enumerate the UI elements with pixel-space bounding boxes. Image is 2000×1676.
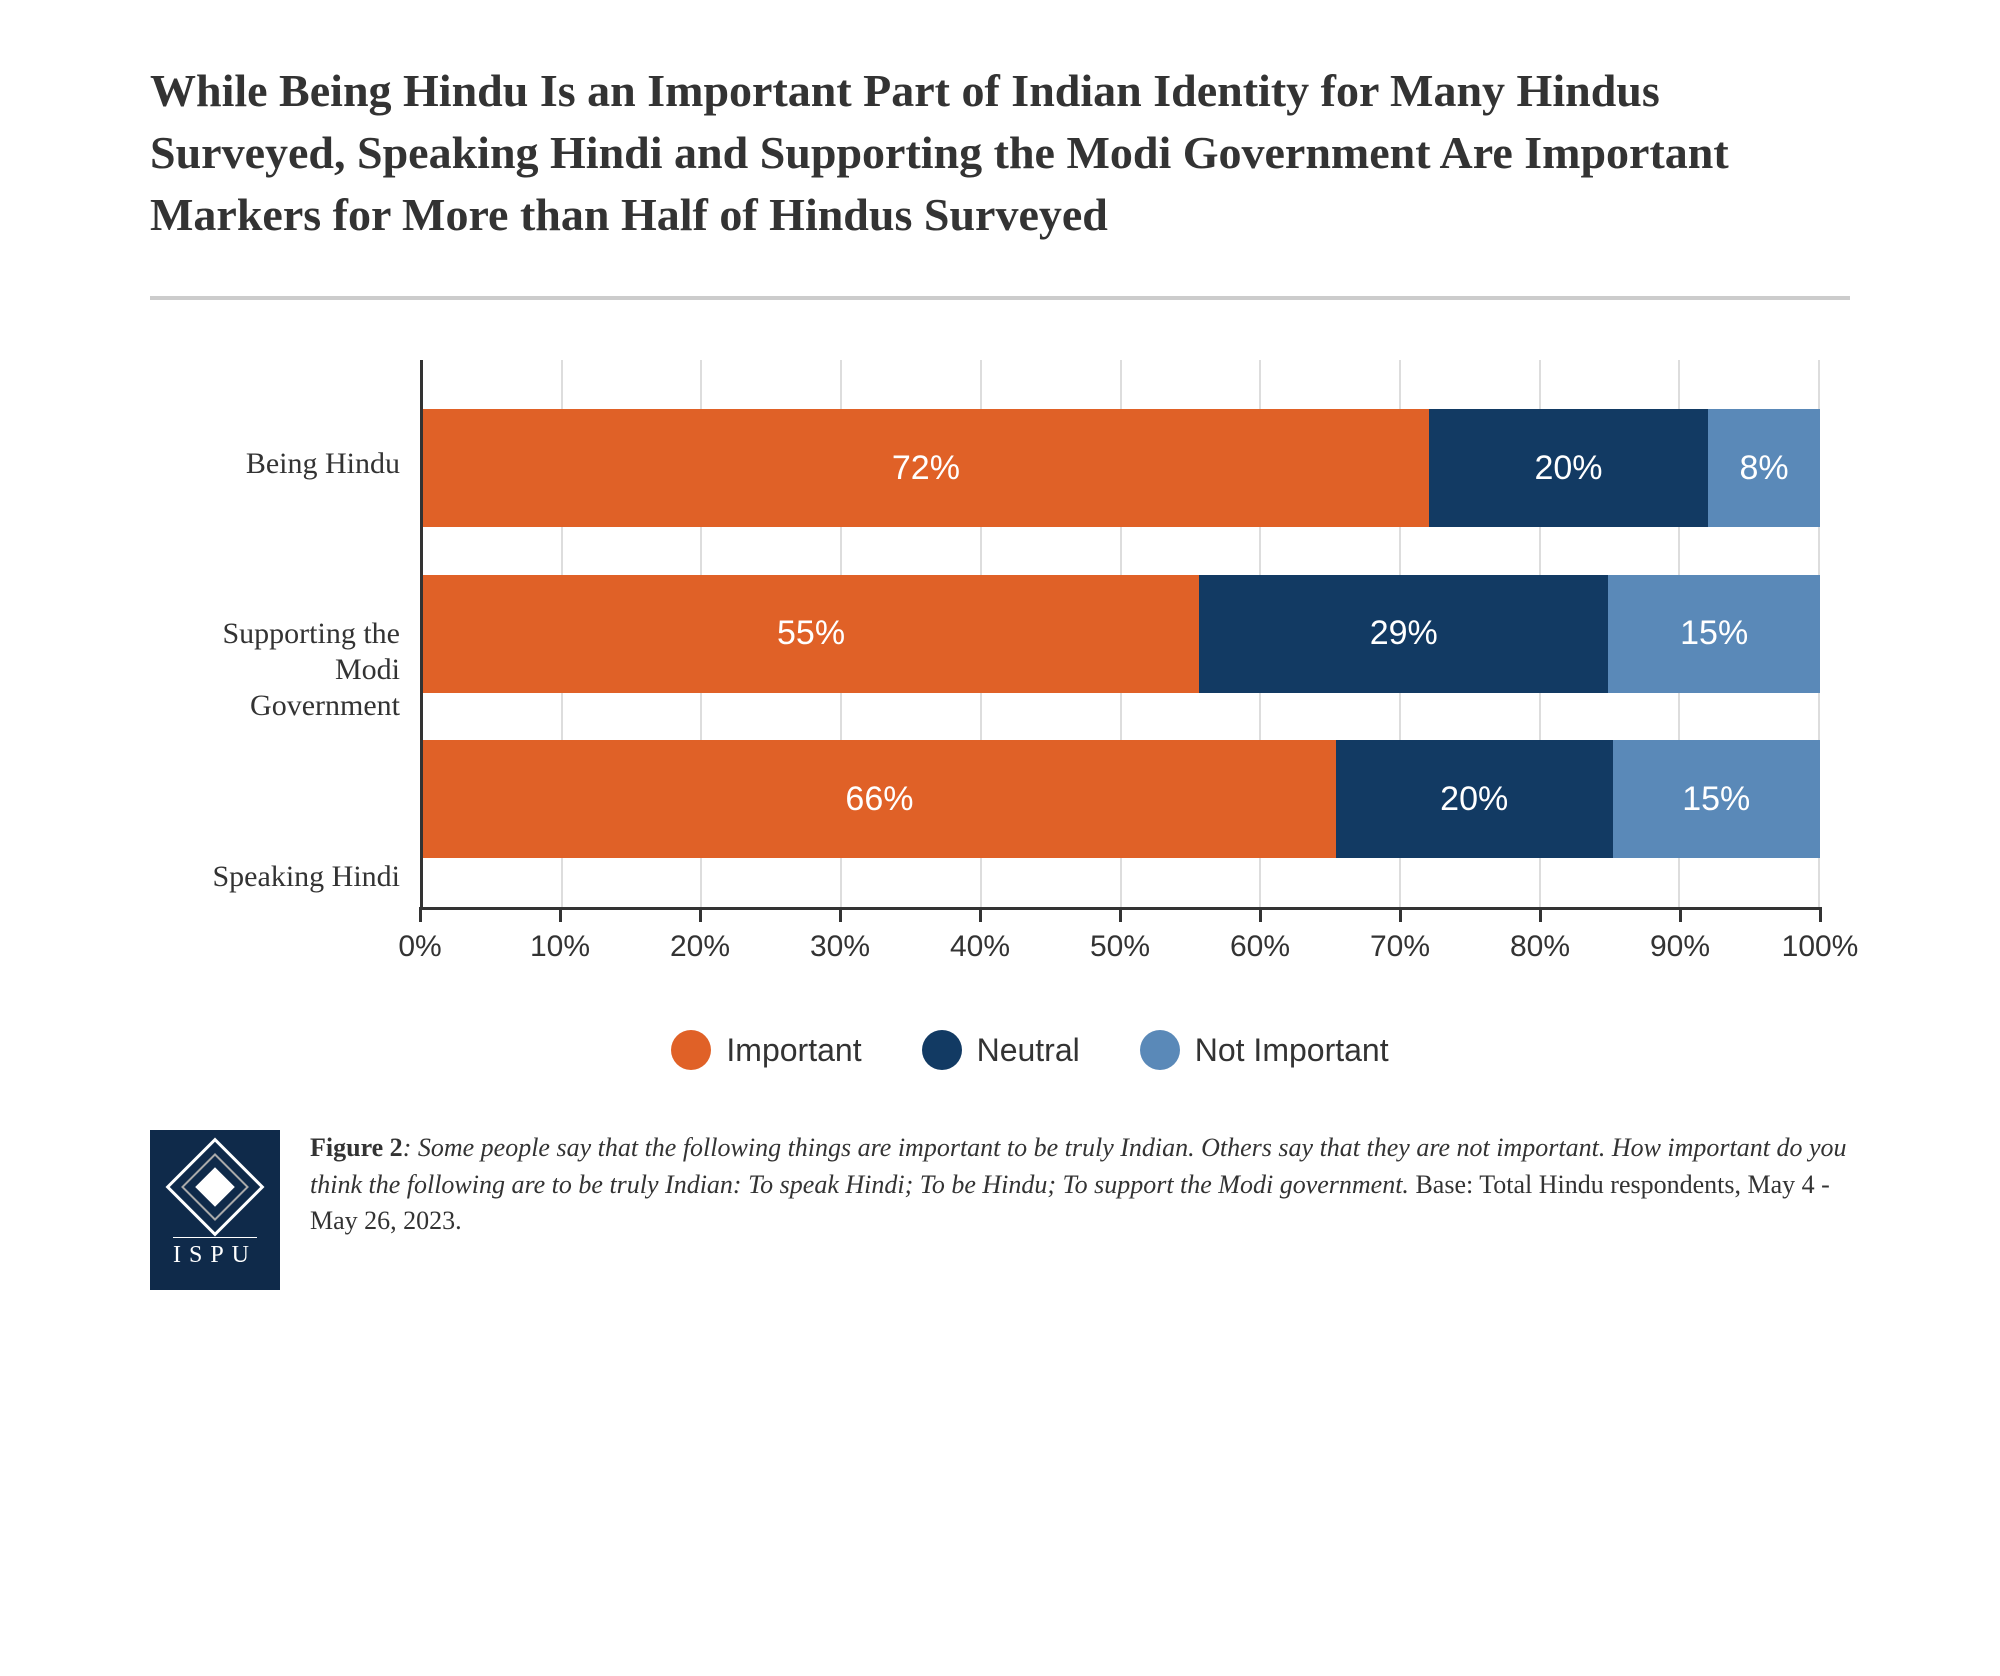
bar-seg-not-important: 8% — [1708, 409, 1820, 527]
x-label: 20% — [670, 930, 730, 964]
legend-label: Neutral — [977, 1032, 1080, 1069]
x-label: 10% — [530, 930, 590, 964]
x-label: 100% — [1782, 930, 1859, 964]
bar-row-2: 66% 20% 15% — [423, 740, 1820, 858]
y-axis-labels: Being Hindu Supporting the Modi Governme… — [210, 360, 420, 980]
figure-label: Figure 2 — [310, 1133, 403, 1162]
chart-area: Being Hindu Supporting the Modi Governme… — [210, 360, 1820, 980]
x-tick — [1539, 907, 1542, 922]
x-tick — [559, 907, 562, 922]
swatch-not-important — [1140, 1030, 1180, 1070]
bars-container: 72% 20% 8% 55% 29% 15% 66% 20% 15% — [423, 360, 1820, 907]
bar-row-1: 55% 29% 15% — [423, 575, 1820, 693]
x-label: 30% — [810, 930, 870, 964]
swatch-neutral — [922, 1030, 962, 1070]
y-label-2: Speaking Hindi — [210, 802, 400, 952]
legend-label: Important — [726, 1032, 861, 1069]
title-divider — [150, 296, 1850, 300]
x-label: 70% — [1370, 930, 1430, 964]
x-ticks — [420, 907, 1820, 922]
x-label: 0% — [398, 930, 441, 964]
swatch-important — [671, 1030, 711, 1070]
x-tick — [1259, 907, 1262, 922]
logo-text: ISPU — [173, 1237, 257, 1269]
x-label: 90% — [1650, 930, 1710, 964]
legend-item-not-important: Not Important — [1140, 1030, 1389, 1070]
x-label: 80% — [1510, 930, 1570, 964]
chart-title: While Being Hindu Is an Important Part o… — [150, 60, 1850, 246]
x-tick — [419, 907, 422, 922]
footer: ISPU Figure 2: Some people say that the … — [150, 1130, 1850, 1290]
x-label: 40% — [950, 930, 1010, 964]
logo-diamond-icon — [166, 1137, 265, 1236]
y-label-0: Being Hindu — [210, 389, 400, 539]
legend-item-important: Important — [671, 1030, 861, 1070]
bar-seg-important: 72% — [423, 409, 1429, 527]
legend: Important Neutral Not Important — [210, 1030, 1850, 1070]
bar-seg-important: 55% — [423, 575, 1199, 693]
bar-seg-not-important: 15% — [1608, 575, 1820, 693]
x-tick — [1679, 907, 1682, 922]
ispu-logo: ISPU — [150, 1130, 280, 1290]
legend-item-neutral: Neutral — [922, 1030, 1080, 1070]
bar-seg-important: 66% — [423, 740, 1336, 858]
plot: 72% 20% 8% 55% 29% 15% 66% 20% 15% — [420, 360, 1820, 910]
x-axis: 0% 10% 20% 30% 40% 50% 60% 70% 80% 90% 1… — [420, 910, 1820, 980]
bar-row-0: 72% 20% 8% — [423, 409, 1820, 527]
bar-seg-neutral: 29% — [1199, 575, 1608, 693]
x-label: 60% — [1230, 930, 1290, 964]
bar-seg-not-important: 15% — [1613, 740, 1820, 858]
bar-seg-neutral: 20% — [1429, 409, 1708, 527]
legend-label: Not Important — [1195, 1032, 1389, 1069]
plot-wrap: 72% 20% 8% 55% 29% 15% 66% 20% 15% — [420, 360, 1820, 980]
x-tick — [699, 907, 702, 922]
x-tick — [979, 907, 982, 922]
y-label-1: Supporting the Modi Government — [210, 595, 400, 745]
x-tick — [839, 907, 842, 922]
figure-caption: Figure 2: Some people say that the follo… — [310, 1130, 1850, 1239]
bar-seg-neutral: 20% — [1336, 740, 1613, 858]
x-label: 50% — [1090, 930, 1150, 964]
x-tick — [1399, 907, 1402, 922]
x-tick — [1119, 907, 1122, 922]
x-tick — [1819, 907, 1822, 922]
